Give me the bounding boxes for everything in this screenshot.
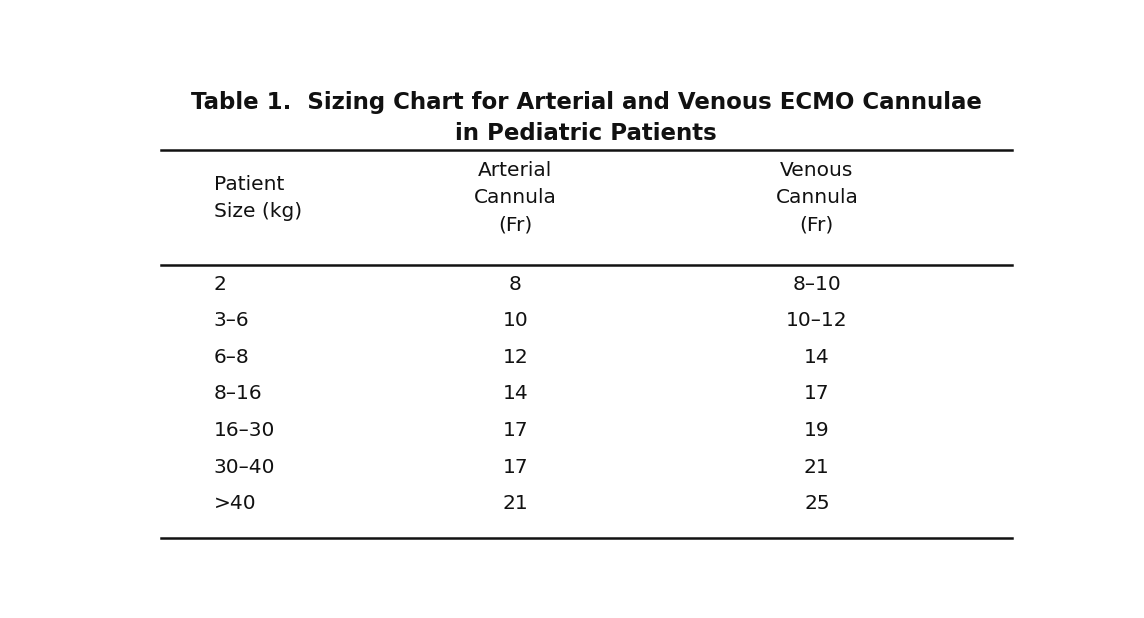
Text: 12: 12: [502, 348, 529, 367]
Text: 25: 25: [804, 494, 829, 514]
Text: 8: 8: [509, 274, 522, 294]
Text: 10–12: 10–12: [786, 311, 848, 330]
Text: 10: 10: [502, 311, 529, 330]
Text: Arterial
Cannula
(Fr): Arterial Cannula (Fr): [474, 161, 557, 235]
Text: 16–30: 16–30: [214, 421, 276, 440]
Text: 14: 14: [804, 348, 829, 367]
Text: 8–16: 8–16: [214, 384, 263, 404]
Text: 8–10: 8–10: [793, 274, 841, 294]
Text: Venous
Cannula
(Fr): Venous Cannula (Fr): [776, 161, 858, 235]
Text: Patient
Size (kg): Patient Size (kg): [214, 175, 302, 221]
Text: 17: 17: [804, 384, 829, 404]
Text: 2: 2: [214, 274, 227, 294]
Text: 21: 21: [502, 494, 529, 514]
Text: 17: 17: [502, 458, 529, 476]
Text: 14: 14: [502, 384, 529, 404]
Text: >40: >40: [214, 494, 256, 514]
Text: 17: 17: [502, 421, 529, 440]
Text: 6–8: 6–8: [214, 348, 249, 367]
Text: Table 1.  Sizing Chart for Arterial and Venous ECMO Cannulae: Table 1. Sizing Chart for Arterial and V…: [191, 91, 982, 114]
Text: 21: 21: [804, 458, 829, 476]
Text: 19: 19: [804, 421, 829, 440]
Text: 30–40: 30–40: [214, 458, 276, 476]
Text: in Pediatric Patients: in Pediatric Patients: [455, 122, 717, 145]
Text: 3–6: 3–6: [214, 311, 249, 330]
